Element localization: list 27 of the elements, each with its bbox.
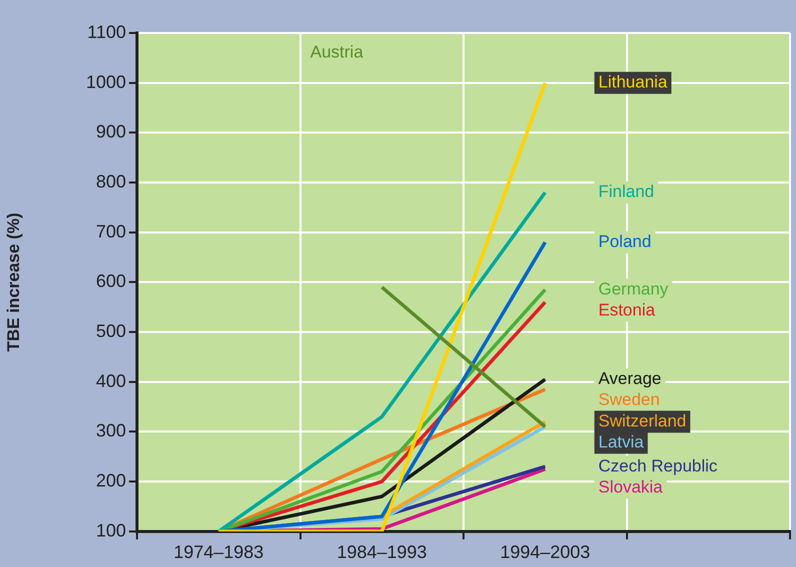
y-tick-label: 400 (96, 370, 126, 391)
x-tick-label: 1974–1983 (174, 542, 264, 562)
text: Lithuania (598, 72, 668, 92)
x-tick-label: 1984–1993 (336, 542, 427, 562)
y-tick-label: 500 (96, 321, 126, 342)
y-tick-label: 900 (96, 122, 126, 142)
y-tick-label: 1000 (86, 72, 126, 92)
y-tick-label: 200 (96, 470, 126, 491)
text: Germany (598, 279, 669, 298)
y-tick-label: 700 (96, 221, 126, 242)
y-tick-label: 600 (96, 271, 126, 292)
y-tick-label: 100 (96, 520, 126, 540)
y-tick-label: 300 (96, 420, 126, 441)
text: Sweden (598, 390, 660, 410)
text: Finland (598, 182, 654, 202)
x-tick-label: 1994–2003 (500, 542, 590, 562)
text: Slovakia (598, 477, 664, 496)
y-axis-title: TBE increase (%) (4, 212, 23, 352)
y-tick-label: 1100 (87, 22, 126, 42)
text: Austria (310, 42, 364, 62)
text: Poland (598, 232, 652, 252)
text: Latvia (598, 432, 644, 452)
y-tick-label: 800 (96, 171, 126, 192)
text: Switzerland (598, 411, 686, 430)
text: Czech Republic (598, 456, 718, 476)
text: Estonia (598, 300, 656, 320)
text: Average (598, 369, 662, 388)
